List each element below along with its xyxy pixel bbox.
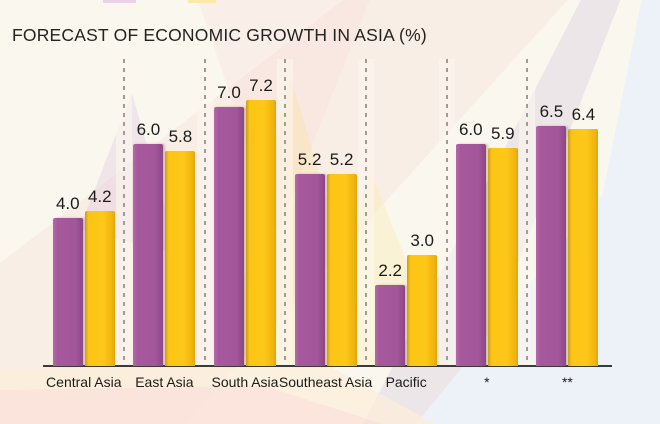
legend-swatch-yellow-icon [188, 0, 216, 3]
value-label: 6.0 [136, 120, 161, 139]
category-group-7: 6.5 6.4 ** [527, 0, 608, 424]
value-label: 5.2 [329, 149, 354, 169]
category-separator [116, 59, 133, 366]
yellow-bar-6 [487, 147, 518, 366]
yellow-bar-3 [245, 99, 276, 366]
category-label: Southeast Asia [278, 374, 373, 390]
dashed-separator-line [284, 59, 287, 366]
value-label: 5.9 [490, 123, 515, 143]
purple-bar-5 [375, 284, 406, 366]
yellow-bar-2 [165, 151, 196, 366]
category-group-3: 7.0 7.2 South Asia [205, 0, 286, 424]
category-separator [357, 59, 374, 366]
category-label: South Asia [211, 374, 279, 390]
purple-bar-4 [294, 173, 325, 366]
value-label: 5.2 [297, 149, 322, 169]
category-group-5: 2.2 3.0 Pacific [366, 0, 447, 424]
value-label: 3.0 [410, 231, 434, 250]
value-label: 5.8 [168, 127, 193, 147]
category-label: East Asia [135, 374, 194, 390]
yellow-bar-7 [568, 129, 599, 366]
value-label: 2.2 [378, 260, 402, 280]
category-label: Pacific [385, 374, 427, 390]
legend-swatch-purple-icon [103, 0, 136, 3]
category-group-1: 4.0 4.2 Central Asia [44, 0, 125, 424]
chart-title: FORECAST OF ECONOMIC GROWTH IN ASIA (%) [12, 25, 427, 45]
category-group-2: 6.0 5.8 East Asia [124, 0, 205, 424]
dashed-separator-line [364, 59, 367, 366]
category-label: Central Asia [46, 374, 122, 390]
purple-bar-7 [536, 125, 567, 366]
category-label: ** [561, 374, 573, 390]
purple-bar-6 [455, 144, 486, 366]
purple-bar-3 [213, 107, 244, 366]
purple-bar-2 [133, 144, 164, 366]
value-label: 6.4 [571, 105, 596, 125]
dashed-separator-line [123, 59, 126, 366]
value-label: 4.0 [55, 194, 80, 213]
category-separator [277, 59, 294, 366]
category-label: * [484, 374, 490, 390]
value-label: 7.2 [249, 75, 273, 95]
category-separator [196, 59, 213, 366]
category-group-4: 5.2 5.2 Southeast Asia [278, 0, 373, 424]
yellow-bar-1 [84, 210, 115, 366]
category-group-6: 6.0 5.9 * [447, 0, 528, 424]
purple-bar-1 [52, 218, 83, 366]
dashed-separator-line [203, 59, 206, 366]
value-label: 7.0 [217, 83, 241, 102]
value-label: 4.2 [87, 186, 112, 206]
yellow-bar-4 [326, 173, 357, 366]
